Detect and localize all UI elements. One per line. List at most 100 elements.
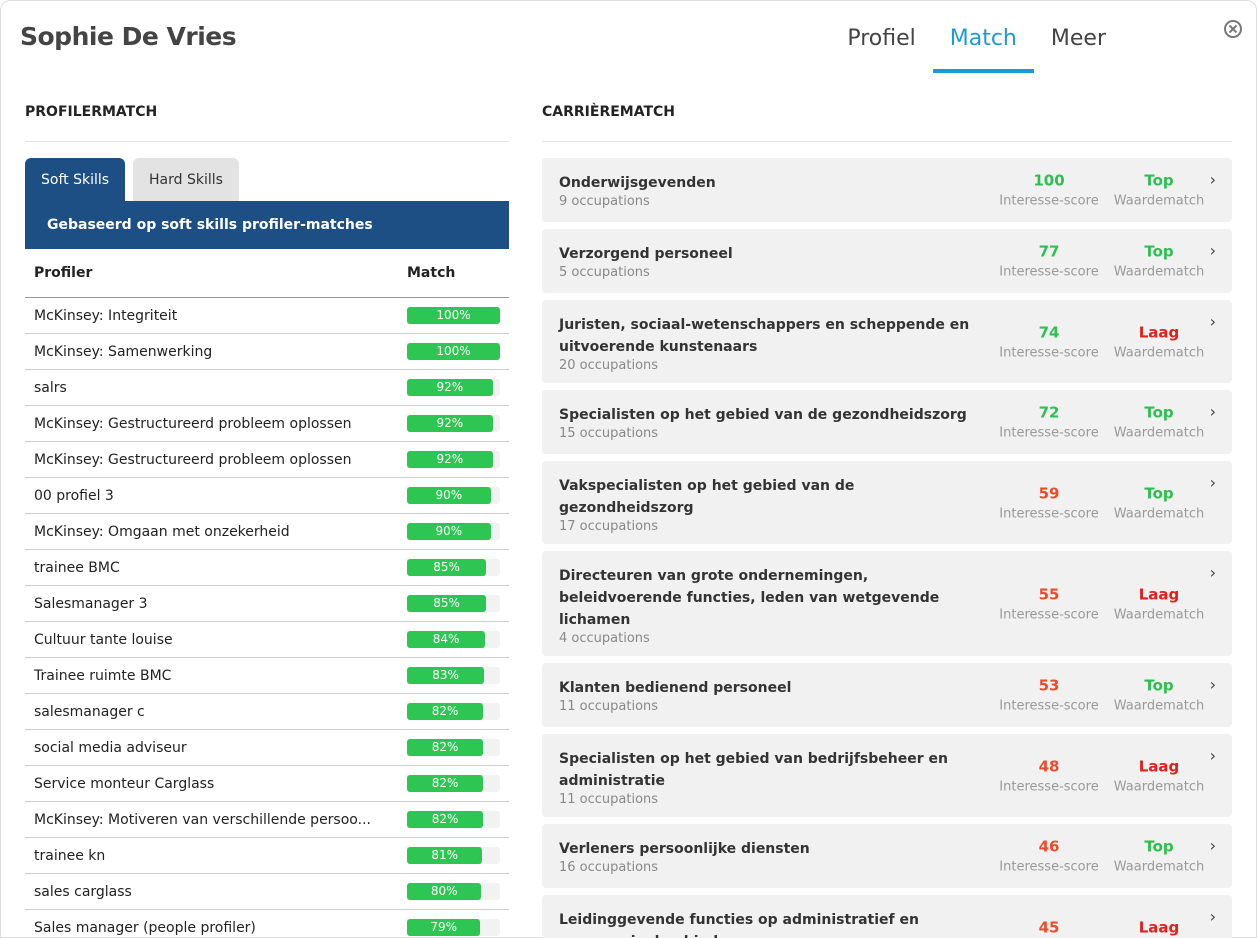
table-row[interactable]: McKinsey: Omgaan met onzekerheid 90%	[25, 514, 509, 550]
skill-tab[interactable]: Soft Skills	[25, 158, 126, 201]
score-caption: Interesse-score	[999, 607, 1099, 622]
table-row[interactable]: salesmanager c 82%	[25, 694, 509, 730]
chevron: ›	[1209, 907, 1216, 926]
score-caption: Interesse-score	[999, 264, 1099, 280]
nav-tab[interactable]: Profiel	[847, 26, 916, 51]
close-button[interactable]	[1223, 19, 1243, 39]
bar-track: 82%	[407, 739, 500, 756]
occupation-count: 9 occupations	[559, 194, 650, 209]
career-card[interactable]: Specialisten op het gebied van de gezond…	[542, 390, 1232, 454]
table-row[interactable]: trainee BMC 85%	[25, 550, 509, 586]
career-card[interactable]: Juristen, sociaal-wetenschappers en sche…	[542, 300, 1232, 383]
career-card[interactable]: Verleners persoonlijke diensten 16 occupa…	[542, 824, 1232, 888]
value-match: Laag Waardematch	[1104, 757, 1214, 794]
table-body: McKinsey: Integriteit 100% McKinsey: Samen…	[25, 298, 509, 938]
nav-tab[interactable]: Match	[932, 24, 1034, 73]
match-bar	[407, 523, 491, 540]
bar-track: 79%	[407, 919, 500, 936]
profiler-name: Salesmanager 3	[34, 595, 148, 612]
table-row[interactable]: McKinsey: Gestructureerd probleem oploss…	[25, 442, 509, 478]
profiler-name: McKinsey: Gestructureerd probleem oploss…	[34, 451, 352, 468]
score-value: 46	[1038, 837, 1060, 856]
value-caption: Waardematch	[1113, 264, 1205, 280]
value-match: Top Waardematch	[1104, 404, 1214, 441]
value-match: Top Waardematch	[1104, 484, 1214, 521]
value-caption: Waardematch	[1113, 193, 1205, 209]
match-bar	[407, 343, 500, 360]
career-card[interactable]: Specialisten op het gebied van bedrijfsb…	[542, 734, 1232, 817]
profiler-name: Service monteur Carglass	[34, 775, 215, 792]
occupation-count: 11 occupations	[559, 699, 659, 714]
bar-track: 81%	[407, 847, 500, 864]
match-bar	[407, 847, 483, 864]
value-caption: Waardematch	[1113, 607, 1205, 622]
table-row[interactable]: Sales manager (people profiler) 79%	[25, 910, 509, 938]
match-label: 84%	[432, 632, 460, 646]
value-match-label: Laag	[1138, 918, 1180, 936]
match-bar	[407, 919, 481, 936]
bar-track: 90%	[407, 487, 500, 504]
match-label: 82%	[431, 704, 459, 718]
bar-track: 84%	[407, 631, 500, 648]
career-title: Directeuren van grote ondernemingen, bel…	[559, 568, 940, 628]
value-caption: Waardematch	[1113, 345, 1205, 360]
match-bar	[407, 415, 493, 432]
table-row[interactable]: Salesmanager 3 85%	[25, 586, 509, 622]
occupation-count: 11 occupations	[559, 792, 659, 807]
career-card[interactable]: Onderwijsgevenden 9 occupations 100 Interes…	[542, 158, 1232, 222]
bar-track: 82%	[407, 703, 500, 720]
match-label: 82%	[431, 776, 459, 790]
score-value: 55	[1038, 585, 1060, 603]
match-bar	[407, 703, 484, 720]
value-match: Top Waardematch	[1104, 838, 1214, 875]
value-match: Top Waardematch	[1104, 243, 1214, 280]
profiler-name: social media adviseur	[34, 739, 187, 756]
chevron: ›	[1209, 241, 1216, 260]
career-title: Klanten bedienend personeel	[559, 680, 792, 696]
match-bar	[407, 307, 500, 324]
table-row[interactable]: McKinsey: Integriteit 100%	[25, 298, 509, 334]
table-header: Profiler Match	[25, 249, 509, 298]
career-card[interactable]: Leidinggevende functies op administratie…	[542, 895, 1232, 938]
table-row[interactable]: Cultuur tante louise 84%	[25, 622, 509, 658]
nav-tab[interactable]: Meer	[1050, 26, 1106, 51]
match-label: 92%	[436, 380, 464, 394]
interest-score: 74 Interesse-score	[994, 323, 1104, 360]
score-caption: Interesse-score	[999, 345, 1099, 360]
table-row[interactable]: social media adviseur 82%	[25, 730, 509, 766]
chevron: ›	[1209, 675, 1216, 694]
chevron: ›	[1209, 312, 1216, 331]
score-value: 77	[1038, 242, 1060, 261]
banner: Gebaseerd op soft skills profiler-matche…	[25, 201, 509, 249]
table-row[interactable]: Service monteur Carglass 82%	[25, 766, 509, 802]
occupation-count: 4 occupations	[559, 631, 650, 646]
score-value: 59	[1038, 484, 1060, 502]
profiler-name: McKinsey: Gestructureerd probleem oploss…	[34, 415, 352, 432]
table-row[interactable]: Trainee ruimte BMC 83%	[25, 658, 509, 694]
career-card[interactable]: Directeuren van grote ondernemingen, bel…	[542, 551, 1232, 656]
chevron: ›	[1209, 746, 1216, 765]
chevron: ›	[1209, 402, 1216, 421]
career-card[interactable]: Verzorgend personeel 5 occupations 77 Inter…	[542, 229, 1232, 293]
match-bar	[407, 667, 485, 684]
interest-score: 59 Interesse-score	[994, 484, 1104, 521]
table-row[interactable]: 00 profiel 3 90%	[25, 478, 509, 514]
match-label: 79%	[430, 920, 458, 934]
score-value: 53	[1038, 676, 1060, 695]
table-row[interactable]: McKinsey: Motiveren van verschillende pe…	[25, 802, 509, 838]
table-row[interactable]: sales carglass 80%	[25, 874, 509, 910]
table-row[interactable]: McKinsey: Samenwerking 100%	[25, 334, 509, 370]
profiler-name: McKinsey: Motiveren van verschillende pe…	[34, 811, 371, 828]
value-match: Top Waardematch	[1104, 172, 1214, 209]
skill-tab[interactable]: Hard Skills	[133, 158, 239, 201]
career-card[interactable]: Vakspecialisten op het gebied van de gez…	[542, 461, 1232, 544]
table-row[interactable]: McKinsey: Gestructureerd probleem oploss…	[25, 406, 509, 442]
profiler-name: Sales manager (people profiler)	[34, 919, 256, 936]
bar-track: 82%	[407, 811, 500, 828]
table-row[interactable]: trainee kn 81%	[25, 838, 509, 874]
interest-score: 46 Interesse-score	[994, 838, 1104, 875]
career-card[interactable]: Klanten bedienend personeel 11 occupation…	[542, 663, 1232, 727]
score-value: 72	[1038, 403, 1060, 422]
profiler-name: Trainee ruimte BMC	[34, 667, 172, 684]
table-row[interactable]: salrs 92%	[25, 370, 509, 406]
